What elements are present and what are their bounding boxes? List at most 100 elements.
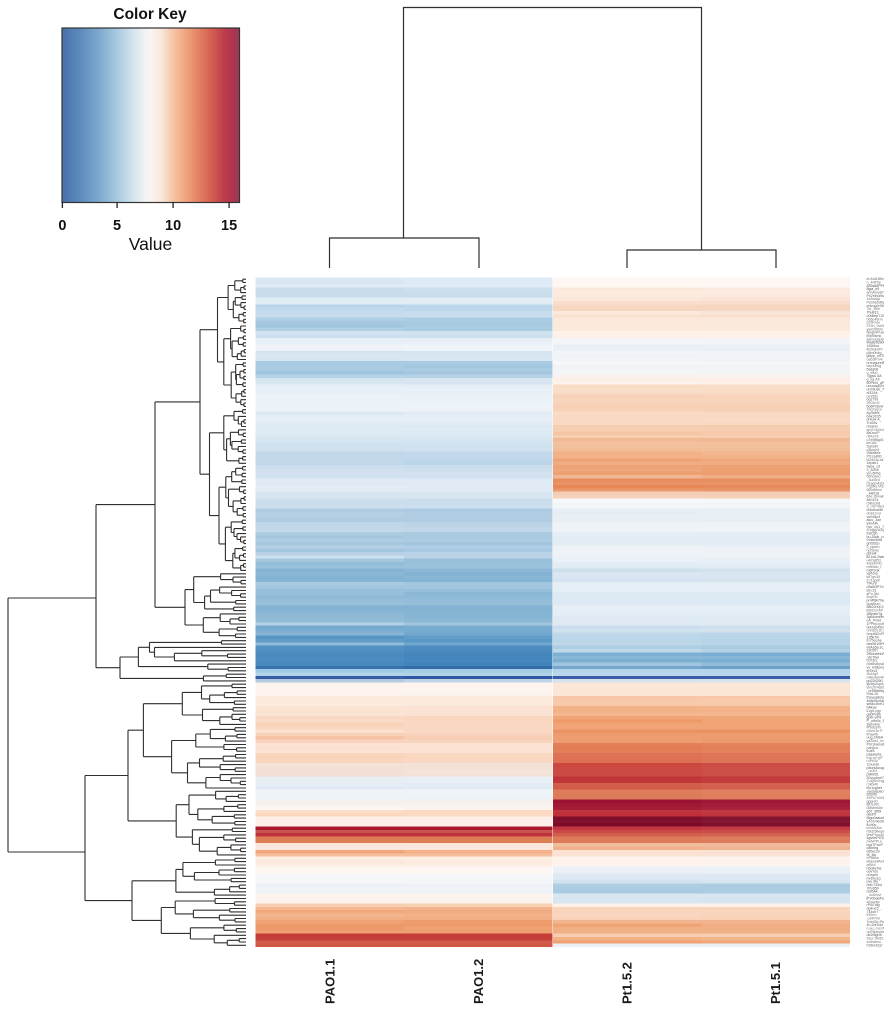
svg-text:dntui4.A_: dntui4.A_ [867, 418, 883, 422]
svg-text:7kf_3hih: 7kf_3hih [867, 307, 881, 311]
svg-text:60Pet4_aPrr: 60Pet4_aPrr [867, 381, 884, 385]
svg-text:vn048o4: vn048o4 [867, 515, 881, 519]
svg-text:fvegk9Pueif: fvegk9Pueif [867, 331, 884, 335]
svg-text:ddic735st: ddic735st [867, 883, 882, 887]
svg-text:826s66PPb: 826s66PPb [867, 284, 884, 288]
svg-text:h5dAcfns: h5dAcfns [867, 866, 882, 870]
svg-text:psaaie0a_: psaaie0a_ [867, 752, 884, 756]
svg-text:ua63lPn4i_: ua63lPn4i_ [867, 357, 884, 361]
svg-text:gl6pp_mt78: gl6pp_mt78 [867, 354, 884, 358]
svg-text:c3omh9: c3omh9 [867, 448, 880, 452]
svg-text:p9il0h5.: p9il0h5. [867, 773, 880, 777]
svg-text:8gia_b9: 8gia_b9 [867, 287, 880, 291]
svg-text:.lyy3yspao: .lyy3yspao [867, 789, 884, 793]
svg-text:Pk2hlhui9u: Pk2hlhui9u [867, 294, 884, 298]
svg-text:5: 5 [113, 218, 121, 234]
svg-text:n_4dPbp: n_4dPbp [867, 280, 881, 284]
svg-text:nlAhss45m.f: nlAhss45m.f [867, 625, 884, 629]
svg-text:yim2tn48d5_: yim2tn48d5_ [867, 686, 884, 690]
svg-text:PAO1.2: PAO1.2 [471, 959, 486, 1004]
svg-text:et4mg0r3bk: et4mg0r3bk [867, 304, 884, 308]
svg-text:i35sfmk5n: i35sfmk5n [867, 806, 883, 810]
svg-text:kn7gv35: kn7gv35 [867, 575, 881, 579]
svg-text:_3ud3rd: _3ud3rd [866, 478, 880, 482]
svg-text:pp22h290: pp22h290 [867, 679, 883, 683]
svg-text:dg4ue5_.: dg4ue5_. [867, 906, 882, 910]
svg-text:8amug3p8.p: 8amug3p8.p [867, 337, 884, 341]
svg-text:7f4ur9: 7f4ur9 [867, 582, 877, 586]
svg-text:b85vcsh: b85vcsh [867, 850, 880, 854]
svg-text:_AA516: _AA516 [866, 491, 880, 495]
svg-text:e67_tlf99: e67_tlf99 [867, 809, 882, 813]
svg-text:ga0Pv8h: ga0Pv8h [867, 712, 881, 716]
svg-text:A.bgg2A3lp: A.bgg2A3lp [867, 528, 884, 532]
svg-text:icmtA05a: icmtA05a [867, 826, 882, 830]
svg-text:5igtd80: 5igtd80 [867, 444, 879, 448]
svg-text:fu75eeAe: fu75eeAe [867, 639, 882, 643]
svg-text:cf32Ak: cf32Ak [867, 391, 878, 395]
svg-text:_nr5fhtr0by: _nr5fhtr0by [866, 689, 884, 693]
svg-text:des961l5Pt0: des961l5Pt0 [867, 642, 884, 646]
svg-text:h5d25lkep8f: h5d25lkep8f [867, 829, 884, 833]
svg-text:cdbnbg: cdbnbg [867, 846, 879, 850]
svg-text:2f5ohethhP: 2f5ohethhP [867, 652, 884, 656]
svg-text:fu.b0c: fu.b0c [867, 823, 877, 827]
svg-text:thsyeg8etuo: thsyeg8etuo [867, 696, 884, 700]
svg-text:7mhf3rr.Ptu: 7mhf3rr.Ptu [867, 920, 884, 924]
svg-text:8oyr0b: 8oyr0b [867, 595, 878, 599]
svg-text:nyu_os1_7p: nyu_os1_7p [867, 525, 884, 529]
svg-text:sPu.3fu: sPu.3fu [867, 592, 879, 596]
svg-text:fAa8s9c90u: fAa8s9c90u [867, 341, 884, 345]
svg-text:d3sl63P7m: d3sl63P7m [867, 585, 884, 589]
svg-text:ue2f3gr0t: ue2f3gr0t [867, 933, 882, 937]
svg-text:10: 10 [165, 218, 181, 234]
svg-text:ii90rrn: ii90rrn [867, 913, 877, 917]
svg-text:k6asa4Av9: k6asa4Av9 [867, 860, 884, 864]
svg-text:iPv0baefhc: iPv0baefhc [867, 896, 884, 900]
svg-text:uug.2AtbA: uug.2AtbA [867, 736, 884, 740]
svg-text:5o6Pr3ivvl: 5o6Pr3ivvl [867, 404, 884, 408]
svg-text:ov155c: ov155c [867, 394, 879, 398]
svg-text:bu.35dk_roP: bu.35dk_roP [867, 535, 884, 539]
svg-text:2302th: 2302th [867, 649, 878, 653]
svg-text:unuoagt2hPr: unuoagt2hPr [867, 384, 884, 388]
svg-text:ft.af3: ft.af3 [867, 749, 875, 753]
svg-text:y9nAiA: y9nAiA [867, 521, 879, 525]
svg-text:7rc53v: 7rc53v [867, 421, 878, 425]
svg-text:u_fdu0: u_fdu0 [867, 371, 878, 375]
svg-text:PAO1.1: PAO1.1 [323, 959, 338, 1004]
svg-text:g_kg.Atl: g_kg.Atl [867, 378, 880, 382]
svg-text:30vyubsh7rf: 30vyubsh7rf [867, 776, 884, 780]
svg-text:rs95Ak: rs95Ak [867, 890, 878, 894]
svg-text:165i9ua: 165i9ua [867, 344, 880, 348]
svg-text:o0dletp710: o0dletp710 [867, 314, 884, 318]
svg-text:eg.6dmt: eg.6dmt [867, 411, 880, 415]
svg-text:Pt1.5.2: Pt1.5.2 [620, 962, 635, 1004]
svg-text:vepAihvg: vepAihvg [867, 364, 882, 368]
svg-text:n9ke4pk4h2: n9ke4pk4h2 [867, 675, 884, 679]
svg-text:6Ak3035: 6Ak3035 [867, 414, 881, 418]
svg-text:el.Atd185m: el.Atd185m [867, 277, 884, 281]
svg-text:7Pv650: 7Pv650 [867, 886, 879, 890]
svg-text:fPbd2ym: fPbd2ym [867, 726, 881, 730]
svg-text:1eAloAp: 1eAloAp [867, 297, 881, 301]
svg-text:nldgkln: nldgkln [867, 424, 878, 428]
svg-text:Pt1.5.1: Pt1.5.1 [768, 962, 783, 1004]
svg-text:n.au..ma7A: n.au..ma7A [867, 927, 884, 931]
svg-text:58t22n0p7aA: 58t22n0p7aA [867, 605, 884, 609]
svg-text:3_82bA: 3_82bA [867, 468, 880, 472]
svg-text:yp4tp2cpA_g: yp4tp2cpA_g [867, 682, 884, 686]
svg-text:oiea7r: oiea7r [867, 813, 878, 817]
svg-text:t5gn0aaodv: t5gn0aaodv [867, 816, 884, 820]
svg-text:b66p48rm: b66p48rm [867, 317, 883, 321]
svg-text:7hu813: 7hu813 [867, 311, 879, 315]
svg-text:nab6os: nab6os [867, 746, 879, 750]
svg-text:9.bini4md: 9.bini4md [867, 538, 883, 542]
svg-text:bAkuv.: bAkuv. [867, 706, 878, 710]
svg-text:2.dg3h2ngp: 2.dg3h2ngp [867, 779, 884, 783]
svg-text:vy_bd8peig: vy_bd8peig [867, 665, 884, 669]
svg-text:Ps09a5dtly: Ps09a5dtly [867, 301, 884, 305]
svg-text:8_uvP46p1bP: 8_uvP46p1bP [867, 505, 884, 509]
svg-text:opaf6um: opaf6um [867, 602, 881, 606]
svg-text:tln2bdmPl: tln2bdmPl [867, 347, 883, 351]
